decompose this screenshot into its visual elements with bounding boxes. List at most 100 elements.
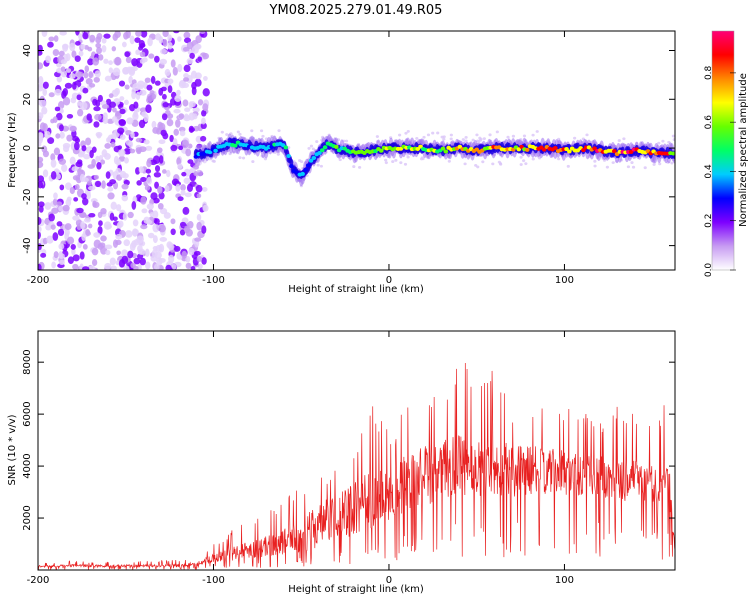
noise-point: [145, 261, 151, 270]
noise-point: [144, 77, 151, 83]
noise-point: [166, 241, 173, 249]
noise-point: [100, 207, 107, 215]
noise-point: [119, 108, 126, 115]
noise-point: [138, 166, 144, 174]
noise-point: [113, 155, 119, 165]
noise-point: [177, 63, 183, 73]
noise-point: [201, 257, 207, 265]
noise-point: [135, 31, 142, 37]
speckle-point: [557, 157, 561, 161]
noise-point: [104, 244, 113, 250]
noise-point: [83, 217, 91, 223]
noise-point: [81, 233, 86, 242]
noise-point: [44, 131, 51, 139]
ridge-point: [319, 148, 325, 153]
noise-point: [38, 205, 44, 213]
noise-point: [66, 236, 75, 245]
noise-point: [157, 185, 163, 194]
noise-point: [93, 121, 100, 128]
ridge-point: [317, 150, 322, 155]
noise-point: [58, 243, 65, 250]
speckle-point: [476, 139, 480, 143]
noise-point: [177, 163, 183, 169]
ridge-point: [670, 151, 675, 156]
noise-point: [83, 153, 91, 160]
snr-panel: -200 -100 0 100 2000 4000 6000 8000 Height of s…: [7, 330, 676, 595]
noise-point: [102, 112, 108, 121]
x-tick-label: 0: [386, 575, 392, 586]
noise-point: [121, 249, 129, 257]
noise-point: [177, 196, 184, 202]
noise-point: [141, 208, 148, 214]
noise-point: [138, 39, 145, 49]
noise-point: [76, 94, 82, 101]
noise-point: [152, 223, 160, 233]
noise-point: [154, 251, 162, 259]
x-tick-label: -200: [27, 275, 50, 286]
noise-point: [101, 37, 107, 44]
noise-point: [75, 40, 81, 46]
noise-point: [135, 49, 141, 56]
noise-point: [50, 171, 57, 180]
noise-point: [158, 243, 165, 253]
noise-point: [187, 220, 194, 229]
noise-point: [174, 94, 182, 103]
noise-point: [52, 232, 59, 241]
noise-point: [118, 148, 126, 157]
noise-point: [114, 56, 122, 66]
noise-point: [172, 66, 178, 76]
snr-marks: [38, 363, 675, 570]
noise-point: [126, 117, 134, 125]
speckle-point: [519, 163, 523, 166]
noise-point: [48, 92, 55, 98]
noise-point: [140, 224, 148, 230]
ridge-point: [524, 147, 530, 152]
ridge-point: [592, 146, 597, 151]
noise-point: [55, 133, 61, 139]
noise-point: [106, 137, 112, 143]
noise-point: [201, 117, 206, 125]
noise-point: [156, 127, 161, 135]
noise-point: [128, 140, 134, 148]
noise-point: [97, 211, 103, 219]
noise-point: [66, 134, 73, 142]
noise-point: [131, 228, 139, 237]
spectrogram-x-axis-label: Height of straight line (km): [288, 284, 424, 295]
speckle-point: [464, 139, 468, 143]
noise-point: [182, 46, 190, 52]
noise-point: [84, 65, 90, 73]
noise-point: [82, 87, 89, 94]
speckle-point: [315, 140, 319, 143]
speckle-point: [431, 131, 435, 135]
speckle-point: [391, 160, 395, 163]
noise-point: [48, 213, 55, 222]
noise-point: [38, 175, 45, 183]
noise-point: [201, 225, 207, 234]
noise-point: [91, 146, 97, 153]
noise-point: [158, 87, 164, 96]
noise-point: [115, 233, 123, 240]
noise-point: [87, 223, 93, 229]
speckle-point: [672, 138, 675, 141]
noise-point: [108, 67, 114, 74]
speckle-point: [358, 165, 362, 169]
noise-point: [61, 164, 68, 172]
noise-point: [47, 137, 55, 145]
ridge-point: [308, 158, 314, 163]
noise-point: [64, 182, 72, 190]
noise-point: [136, 235, 145, 243]
ridge-point: [519, 144, 524, 149]
speckle-point: [657, 141, 661, 145]
noise-point: [170, 144, 178, 152]
ridge-point: [418, 144, 423, 149]
noise-point: [62, 204, 70, 212]
noise-point: [42, 81, 49, 89]
speckle-point: [497, 160, 501, 164]
noise-point: [191, 86, 197, 96]
noise-point: [135, 91, 141, 101]
noise-point: [70, 97, 77, 104]
noise-point: [153, 218, 160, 225]
noise-point: [184, 192, 192, 198]
noise-point: [154, 80, 161, 86]
